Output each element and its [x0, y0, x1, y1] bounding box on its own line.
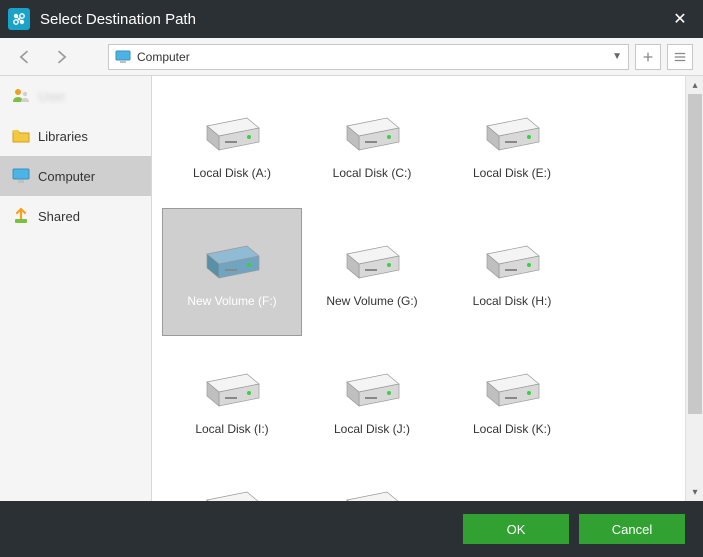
ok-button[interactable]: OK: [463, 514, 569, 544]
sidebar: User Libraries Computer Shared: [0, 76, 152, 501]
drive-item[interactable]: Local Disk (E:): [442, 80, 582, 208]
drive-icon: [197, 236, 267, 286]
shared-icon: [12, 207, 30, 225]
folder-icon: [12, 127, 30, 145]
drive-label: Local Disk (K:): [473, 422, 551, 436]
drive-icon: [337, 482, 407, 501]
content-wrap: Local Disk (A:) Local Disk (C:) Local Di…: [152, 76, 703, 501]
chevron-down-icon[interactable]: ▼: [612, 51, 622, 62]
drive-label: Local Disk (A:): [193, 166, 271, 180]
scrollbar[interactable]: ▴ ▾: [685, 76, 703, 501]
drive-icon: [337, 108, 407, 158]
forward-button[interactable]: [46, 44, 76, 70]
drive-label: Local Disk (J:): [334, 422, 410, 436]
drive-item[interactable]: New Volume (F:): [162, 208, 302, 336]
window-title: Select Destination Path: [40, 11, 665, 28]
scroll-down-icon[interactable]: ▾: [686, 483, 703, 501]
drive-item[interactable]: Local Disk (I:): [162, 336, 302, 464]
sidebar-item-label: Libraries: [38, 129, 88, 144]
drive-item[interactable]: [302, 464, 442, 501]
drive-grid: Local Disk (A:) Local Disk (C:) Local Di…: [152, 76, 685, 501]
drive-icon: [477, 108, 547, 158]
sidebar-item-label: Shared: [38, 209, 80, 224]
cancel-button[interactable]: Cancel: [579, 514, 685, 544]
path-label: Computer: [137, 50, 606, 64]
app-icon: [8, 8, 30, 30]
close-icon[interactable]: ✕: [665, 9, 695, 29]
drive-item[interactable]: New Volume (G:): [302, 208, 442, 336]
computer-icon: [12, 167, 30, 185]
footer: OK Cancel: [0, 501, 703, 557]
drive-icon: [337, 236, 407, 286]
drive-label: Local Disk (E:): [473, 166, 551, 180]
sidebar-item-libraries[interactable]: Libraries: [0, 116, 151, 156]
drive-icon: [197, 108, 267, 158]
drive-icon: [477, 364, 547, 414]
view-list-button[interactable]: [667, 44, 693, 70]
drive-item[interactable]: Local Disk (C:): [302, 80, 442, 208]
drive-item[interactable]: [162, 464, 302, 501]
user-icon: [12, 87, 30, 105]
drive-item[interactable]: Local Disk (J:): [302, 336, 442, 464]
drive-item[interactable]: Local Disk (A:): [162, 80, 302, 208]
sidebar-item-shared[interactable]: Shared: [0, 196, 151, 236]
scroll-up-icon[interactable]: ▴: [686, 76, 703, 94]
computer-icon: [115, 50, 131, 64]
drive-label: New Volume (F:): [187, 294, 276, 308]
drive-item[interactable]: Local Disk (K:): [442, 336, 582, 464]
drive-icon: [197, 482, 267, 501]
sidebar-item-user[interactable]: User: [0, 76, 151, 116]
sidebar-item-label: Computer: [38, 169, 95, 184]
drive-label: Local Disk (C:): [333, 166, 412, 180]
drive-label: Local Disk (I:): [195, 422, 268, 436]
back-button[interactable]: [10, 44, 40, 70]
body: User Libraries Computer Shared: [0, 76, 703, 501]
path-box[interactable]: Computer ▼: [108, 44, 629, 70]
sidebar-item-label: User: [38, 89, 65, 104]
scroll-thumb[interactable]: [688, 94, 702, 414]
drive-label: New Volume (G:): [326, 294, 417, 308]
drive-item[interactable]: Local Disk (H:): [442, 208, 582, 336]
drive-label: Local Disk (H:): [473, 294, 552, 308]
toolbar: Computer ▼: [0, 38, 703, 76]
drive-icon: [477, 236, 547, 286]
drive-icon: [337, 364, 407, 414]
sidebar-item-computer[interactable]: Computer: [0, 156, 151, 196]
new-folder-button[interactable]: [635, 44, 661, 70]
drive-icon: [197, 364, 267, 414]
titlebar: Select Destination Path ✕: [0, 0, 703, 38]
